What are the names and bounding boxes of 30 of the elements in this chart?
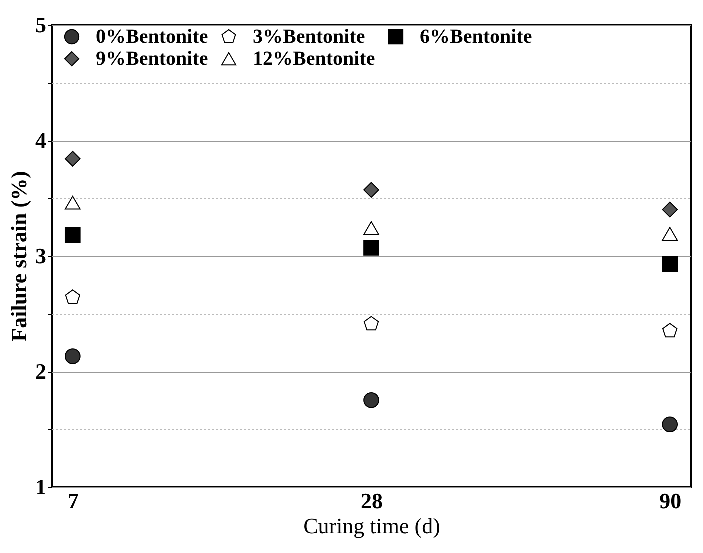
x-tick-label: 7 [68, 488, 79, 514]
x-tick-label: 90 [660, 488, 682, 514]
point [662, 323, 678, 338]
point [662, 256, 678, 272]
point [364, 221, 380, 236]
point [662, 227, 678, 241]
point [64, 348, 81, 364]
legend-label: 9%Bentonite [96, 48, 208, 70]
x-axis-title: Curing time (d) [304, 514, 440, 538]
point [364, 316, 380, 331]
x-tick-label: 28 [361, 488, 383, 514]
point [64, 151, 81, 167]
point [364, 182, 380, 198]
y-tick-label: 2 [36, 359, 46, 384]
point [64, 227, 81, 244]
legend-label: 12%Bentonite [253, 48, 376, 70]
point [662, 202, 678, 218]
legend-label: 0%Bentonite [96, 26, 208, 48]
y-tick-label: 4 [36, 128, 46, 153]
point [65, 290, 80, 304]
point [364, 240, 380, 256]
y-tick-label: 3 [36, 244, 46, 268]
legend-label: 6%Bentonite [420, 26, 532, 48]
y-axis-title: Failure strain (%) [6, 171, 32, 342]
y-tick-label: 5 [36, 12, 46, 38]
point [364, 392, 380, 408]
legend-label: 3%Bentonite [253, 26, 366, 48]
point [64, 196, 81, 210]
y-tick-label: 1 [36, 474, 46, 500]
point [662, 416, 678, 433]
